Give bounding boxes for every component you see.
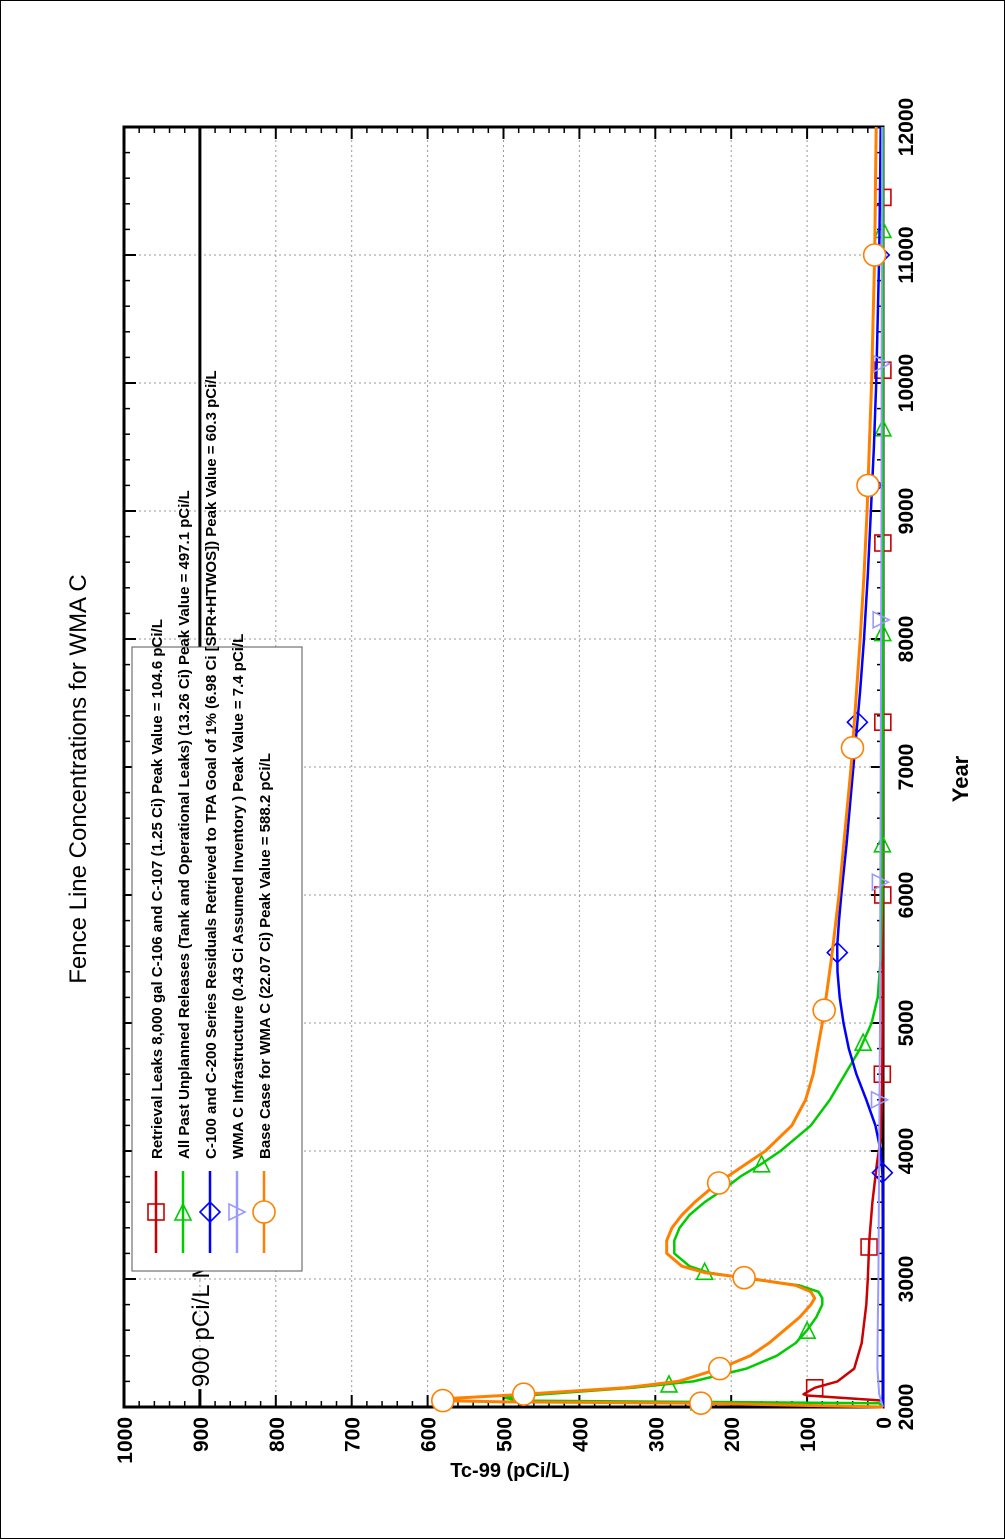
legend-marker bbox=[252, 1200, 276, 1224]
series-marker bbox=[708, 1356, 732, 1381]
series-marker bbox=[812, 998, 836, 1023]
y-tick-label: 400 bbox=[569, 1417, 592, 1452]
series-line bbox=[835, 126, 885, 1407]
x-tick-label: 10000 bbox=[895, 354, 918, 412]
series-marker bbox=[873, 834, 892, 853]
x-tick-label: 9000 bbox=[895, 488, 918, 535]
legend-box bbox=[131, 646, 303, 1272]
legend-label: C-100 and C-200 Series Residuals Retriev… bbox=[203, 370, 220, 1159]
y-axis-label-group: Tc-99 (pCi/L) bbox=[450, 1460, 570, 1482]
y-tick-label: 1000 bbox=[114, 1417, 137, 1464]
series-marker bbox=[873, 418, 893, 437]
series-marker bbox=[872, 354, 892, 374]
x-tick-label: 5000 bbox=[895, 1000, 918, 1047]
y-tick-label: 300 bbox=[645, 1417, 668, 1452]
plot-area: 2000300040005000600070008000900010000110… bbox=[114, 98, 918, 1464]
series-marker bbox=[732, 1265, 756, 1290]
legend-marker bbox=[147, 1203, 165, 1221]
x-tick-label: 3000 bbox=[895, 1256, 918, 1303]
legend-label: All Past Unplanned Releases (Tank and Op… bbox=[176, 490, 193, 1159]
y-tick-label: 700 bbox=[342, 1417, 365, 1452]
y-tick-label: 100 bbox=[797, 1417, 820, 1452]
series-line bbox=[802, 126, 885, 1402]
y-tick-label: 0 bbox=[873, 1417, 896, 1429]
series-marker bbox=[862, 243, 887, 267]
legend-marker bbox=[228, 1202, 247, 1222]
x-tick-label: 2000 bbox=[895, 1384, 918, 1431]
y-axis-label: Tc-99 (pCi/L) bbox=[450, 1460, 570, 1482]
x-tick-label: 4000 bbox=[895, 1128, 918, 1175]
series-marker bbox=[797, 1320, 817, 1339]
y-tick-label: 500 bbox=[494, 1417, 517, 1452]
y-tick-label: 900 bbox=[190, 1417, 213, 1452]
series-marker bbox=[752, 1154, 771, 1173]
y-tick-label: 800 bbox=[266, 1417, 289, 1452]
chart-title: Fence Line Concentrations for WMA C bbox=[65, 574, 92, 984]
legend-label: Retrieval Leaks 8,000 gal C-106 and C-10… bbox=[149, 619, 166, 1159]
x-tick-label: 12000 bbox=[895, 98, 918, 156]
x-tick-label: 7000 bbox=[895, 744, 918, 791]
series-marker bbox=[430, 1388, 455, 1413]
x-tick-label: 8000 bbox=[895, 616, 918, 663]
series-marker bbox=[872, 610, 891, 630]
series-marker bbox=[873, 622, 893, 642]
series-marker bbox=[689, 1391, 713, 1415]
x-axis-label: Year bbox=[948, 755, 973, 802]
series-line bbox=[876, 126, 884, 1408]
series-line bbox=[435, 126, 884, 1409]
series-marker bbox=[871, 872, 891, 892]
series-marker bbox=[856, 473, 880, 498]
series-marker bbox=[511, 1382, 536, 1406]
series-marker bbox=[853, 1032, 873, 1052]
series-marker bbox=[870, 1090, 890, 1110]
y-tick-label: 600 bbox=[418, 1417, 441, 1452]
series-marker bbox=[805, 1379, 824, 1397]
x-tick-label: 6000 bbox=[895, 872, 918, 919]
legend-label: Base Case for WMA C (22.07 Ci) Peak Valu… bbox=[257, 753, 274, 1159]
legend-marker bbox=[173, 1202, 193, 1221]
legend-marker bbox=[198, 1200, 222, 1224]
y-tick-label: 200 bbox=[721, 1417, 744, 1452]
series-marker bbox=[860, 1238, 878, 1256]
x-tick-label: 11000 bbox=[895, 226, 918, 283]
series-marker bbox=[873, 1065, 892, 1084]
series-marker bbox=[840, 735, 865, 760]
legend-label: WMA C Infrastructure (0.43 Ci Assumed In… bbox=[230, 634, 247, 1159]
series-marker bbox=[706, 1171, 731, 1195]
